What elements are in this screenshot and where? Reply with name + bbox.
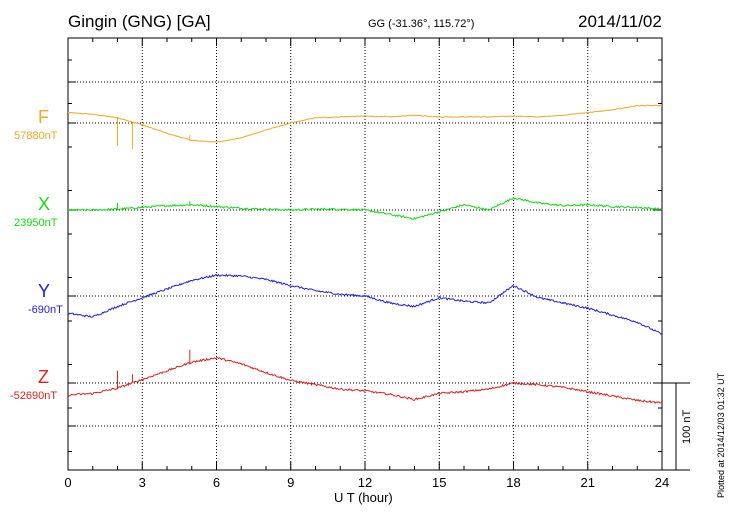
series-baseline-f: 57880nT — [14, 130, 58, 142]
x-tick-label: 12 — [358, 475, 372, 490]
series-line-z — [67, 349, 663, 404]
station-coords: GG (-31.36°, 115.72°) — [368, 18, 475, 30]
x-tick-label: 24 — [655, 475, 669, 490]
chart-date: 2014/11/02 — [578, 12, 662, 31]
x-tick-label: 15 — [432, 475, 446, 490]
series-line-y — [67, 273, 663, 335]
x-tick-label: 21 — [581, 475, 595, 490]
x-tick-label: 18 — [506, 475, 520, 490]
series-label-z: Z — [38, 367, 49, 387]
x-tick-label: 9 — [287, 475, 294, 490]
x-tick-label: 3 — [139, 475, 146, 490]
series-line-x — [67, 197, 663, 220]
x-axis-label: U T (hour) — [334, 490, 393, 505]
series-baseline-z: -52690nT — [10, 390, 58, 402]
series-label-y: Y — [38, 281, 51, 301]
series-baseline-y: -690nT — [28, 304, 63, 316]
series-label-x: X — [38, 194, 51, 214]
chart-title: Gingin (GNG) [GA] — [68, 12, 211, 31]
series-line-f — [67, 104, 663, 150]
x-tick-label: 6 — [213, 475, 220, 490]
x-tick-label: 0 — [64, 475, 71, 490]
series-baseline-x: 23950nT — [14, 217, 58, 229]
series-label-f: F — [38, 107, 49, 127]
